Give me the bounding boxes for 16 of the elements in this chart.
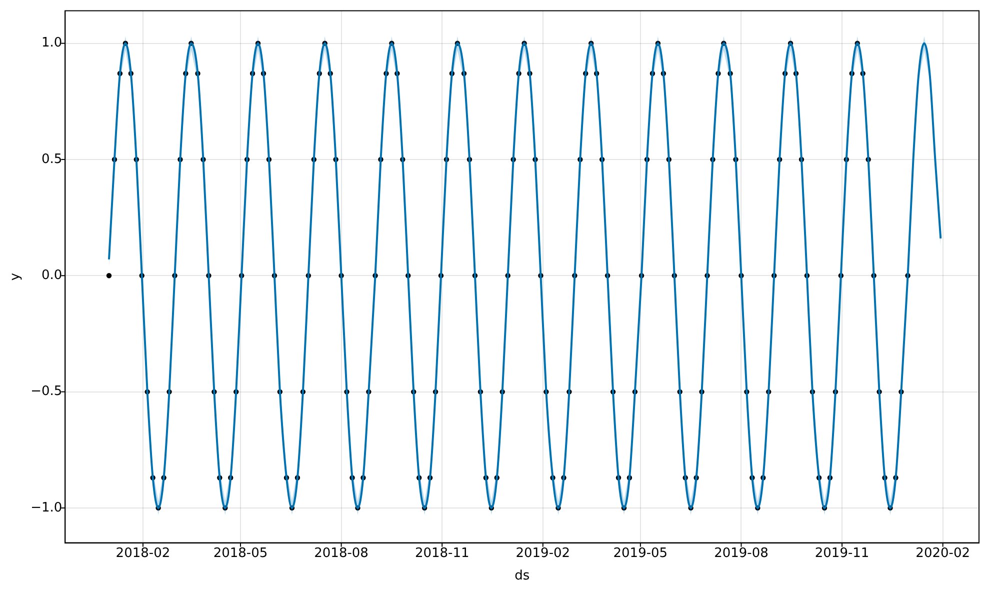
y-tick-label: −0.5 bbox=[30, 384, 62, 400]
y-axis-title: y bbox=[8, 272, 24, 281]
x-tick-label: 2019-05 bbox=[613, 546, 668, 561]
x-tick-label: 2018-08 bbox=[314, 546, 368, 561]
x-tick-label: 2019-08 bbox=[714, 546, 768, 561]
y-tick-label: 0.0 bbox=[41, 268, 62, 284]
y-tick-label: −1.0 bbox=[30, 500, 62, 516]
x-tick-label: 2020-02 bbox=[916, 546, 970, 561]
x-tick-label: 2019-02 bbox=[516, 546, 570, 561]
x-tick-label: 2019-11 bbox=[814, 546, 870, 561]
y-tick-label: 1.0 bbox=[41, 36, 62, 51]
x-tick-label: 2018-02 bbox=[116, 546, 170, 561]
y-tick-label: 0.5 bbox=[41, 152, 62, 167]
x-tick-label: 2018-05 bbox=[213, 546, 268, 561]
x-axis-title: ds bbox=[514, 568, 530, 584]
x-tick-label: 2018-11 bbox=[414, 546, 470, 561]
